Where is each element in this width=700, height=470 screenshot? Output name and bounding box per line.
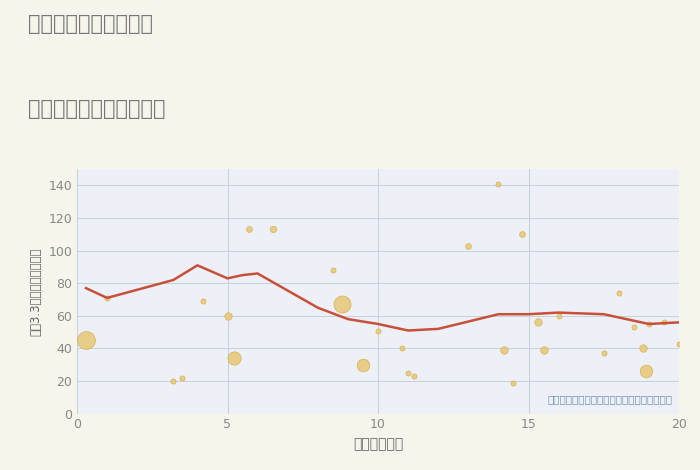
Point	[336, 301, 347, 308]
Point	[176, 374, 188, 382]
Y-axis label: 坪（3.3㎡）単価（万円）: 坪（3.3㎡）単価（万円）	[29, 247, 43, 336]
Point	[532, 319, 543, 326]
Point	[198, 298, 209, 305]
Point	[538, 346, 549, 354]
Point	[243, 226, 254, 233]
Text: 駅距離別中古戸建て価格: 駅距離別中古戸建て価格	[28, 99, 165, 119]
Point	[553, 312, 564, 320]
Point	[493, 180, 504, 188]
Point	[396, 345, 407, 352]
Point	[517, 231, 528, 238]
Point	[168, 377, 179, 385]
X-axis label: 駅距離（分）: 駅距離（分）	[353, 437, 403, 451]
Point	[328, 266, 339, 274]
Point	[508, 379, 519, 386]
Text: 円の大きさは、取引のあった物件面積を示す: 円の大きさは、取引のあった物件面積を示す	[548, 394, 673, 404]
Point	[228, 354, 239, 362]
Point	[613, 289, 624, 297]
Point	[80, 337, 92, 344]
Point	[409, 372, 420, 380]
Point	[267, 226, 278, 233]
Point	[629, 323, 640, 331]
Point	[222, 312, 233, 320]
Point	[402, 369, 414, 376]
Point	[637, 345, 648, 352]
Text: 千葉県市原市東国吉の: 千葉県市原市東国吉の	[28, 14, 153, 34]
Point	[102, 294, 113, 302]
Point	[640, 368, 652, 375]
Point	[598, 350, 609, 357]
Point	[673, 340, 685, 347]
Point	[463, 242, 474, 250]
Point	[499, 346, 510, 354]
Point	[372, 327, 384, 334]
Point	[643, 320, 655, 328]
Point	[658, 319, 669, 326]
Point	[357, 361, 368, 368]
